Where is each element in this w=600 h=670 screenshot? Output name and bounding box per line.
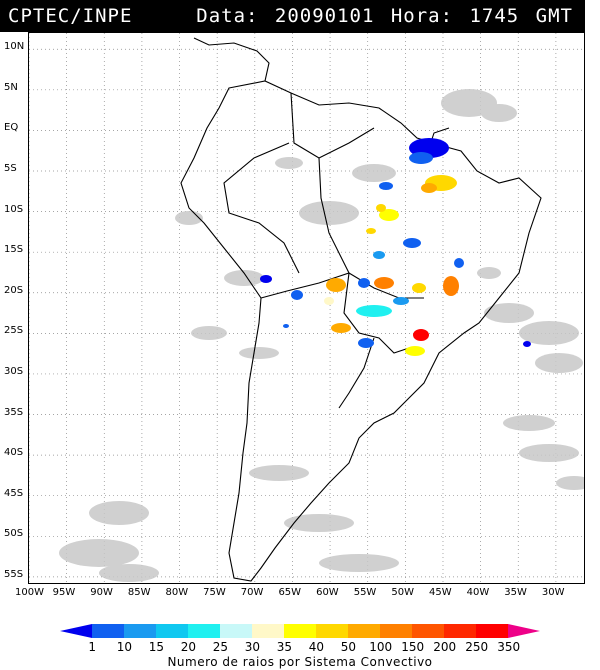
colorbar-tick-label: 1 — [88, 640, 97, 654]
lon-label: 40W — [466, 587, 490, 598]
colorbar-segment — [444, 624, 476, 638]
lon-label: 70W — [240, 587, 264, 598]
lon-label: 80W — [165, 587, 189, 598]
lat-label: 45S — [4, 487, 24, 499]
colorbar-tick-label: 15 — [148, 640, 165, 654]
lat-label: 10N — [4, 41, 25, 53]
lon-label: 35W — [504, 587, 527, 598]
lat-label: 20S — [4, 284, 24, 296]
lon-label: 55W — [353, 587, 377, 598]
lon-label: 75W — [203, 587, 226, 598]
colorbar-segment — [124, 624, 156, 638]
datetime-label: Data: 20090101 Hora: 1745 GMT — [196, 5, 573, 27]
map-frame[interactable] — [28, 32, 585, 584]
colorbar-tick-label: 40 — [308, 640, 325, 654]
colorbar-segment — [156, 624, 188, 638]
lat-label: 35S — [4, 406, 24, 418]
lat-label: 55S — [4, 568, 24, 580]
colorbar-tick-label: 150 — [401, 640, 425, 654]
colorbar-segment — [380, 624, 412, 638]
colorbar-segment — [220, 624, 252, 638]
colorbar-segment — [284, 624, 316, 638]
lon-label: 95W — [52, 587, 76, 598]
lat-label: EQ — [4, 122, 19, 134]
colorbar-tick-label: 35 — [276, 640, 293, 654]
colorbar-tick-label: 10 — [116, 640, 133, 654]
colorbar-tick-label: 250 — [465, 640, 489, 654]
lat-label: 50S — [4, 528, 24, 540]
colorbar-segment — [476, 624, 508, 638]
org-label: CPTEC/INPE — [8, 5, 133, 27]
legend-caption: Numero de raios por Sistema Convectivo — [167, 655, 433, 669]
lon-label: 65W — [278, 587, 302, 598]
lat-label: 40S — [4, 447, 24, 459]
map-svg — [29, 33, 584, 583]
lon-label: 30W — [541, 587, 565, 598]
colorbar-tick-label: 25 — [212, 640, 229, 654]
colorbar-segment — [316, 624, 348, 638]
colorbar-tick-label: 100 — [369, 640, 393, 654]
title-bar: CPTEC/INPE Data: 20090101 Hora: 1745 GMT — [0, 0, 585, 32]
colorbar-segment — [508, 624, 540, 638]
colorbar-tick-label: 20 — [180, 640, 197, 654]
lat-label: 5S — [4, 163, 17, 174]
convective-systems — [260, 138, 531, 356]
lon-label: 100W — [15, 587, 44, 598]
colorbar-segment — [188, 624, 220, 638]
lon-label: 90W — [90, 587, 113, 598]
colorbar-segment — [412, 624, 444, 638]
colorbar-segment — [60, 624, 92, 638]
lon-label: 45W — [428, 587, 452, 598]
colorbar-segment — [92, 624, 124, 638]
colorbar-tick-label: 350 — [497, 640, 521, 654]
cloud-layer — [59, 89, 584, 582]
lat-label: 30S — [4, 365, 24, 377]
colorbar-tick-label: 200 — [433, 640, 457, 654]
colorbar-segment — [348, 624, 380, 638]
lat-label: 25S — [4, 325, 24, 337]
lon-label: 85W — [127, 587, 151, 598]
country-outlines — [180, 37, 542, 582]
colorbar-tick-label: 30 — [244, 640, 261, 654]
lon-label: 50W — [391, 587, 414, 598]
lat-label: 10S — [4, 203, 24, 215]
colorbar — [60, 624, 540, 638]
lat-label: 15S — [4, 244, 24, 256]
lat-label: 5N — [4, 81, 18, 93]
colorbar-segment — [252, 624, 284, 638]
colorbar-tick-label: 50 — [340, 640, 357, 654]
lon-label: 60W — [316, 587, 339, 598]
